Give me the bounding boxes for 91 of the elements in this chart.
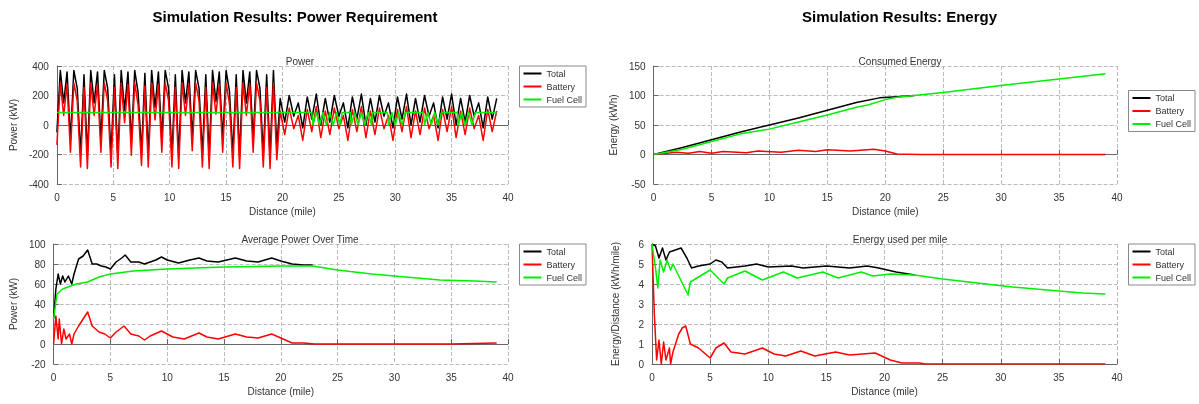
- x-tick-label: 30: [388, 371, 401, 383]
- x-tick-label: 25: [937, 191, 950, 203]
- legend-label: Battery: [546, 259, 576, 270]
- x-tick-label: 10: [763, 191, 776, 203]
- x-tick-label: 25: [937, 371, 949, 383]
- x-tick-label: 5: [110, 191, 117, 203]
- y-tick-label: 0: [638, 358, 645, 370]
- legend-label: Fuel Cell: [546, 94, 582, 105]
- y-axis-title: Power (kW): [7, 98, 19, 152]
- x-tick-label: 15: [220, 191, 233, 203]
- x-tick-label: 20: [878, 371, 891, 383]
- x-tick-label: 0: [650, 191, 657, 203]
- legend-label: Fuel Cell: [1155, 119, 1191, 129]
- y-tick-label: -200: [28, 149, 50, 160]
- line-series: [651, 243, 1107, 365]
- x-tick-label: 40: [502, 371, 514, 383]
- x-tick-label: 15: [821, 191, 834, 203]
- x-tick-label: 5: [708, 191, 715, 203]
- y-tick-label: -400: [28, 178, 50, 190]
- x-tick-label: 5: [707, 371, 714, 383]
- x-tick-label: 40: [1111, 191, 1123, 203]
- y-tick-label: 3: [638, 298, 645, 310]
- x-tick-label: 15: [820, 371, 833, 383]
- y-tick-label: 20: [34, 318, 47, 330]
- legend-label: Total: [546, 246, 566, 257]
- x-axis-title: Distance (mile): [247, 386, 315, 398]
- y-tick-label: 40: [34, 298, 47, 310]
- line-series: [56, 82, 498, 170]
- x-tick-label: 15: [218, 371, 230, 383]
- y-tick-label: 80: [34, 258, 47, 270]
- legend-label: Battery: [1155, 106, 1185, 116]
- chart-title: Simulation Results: Energy: [801, 8, 998, 25]
- y-tick-label: 5: [638, 258, 645, 270]
- chart-title: Average Power Over Time: [241, 233, 359, 245]
- legend-label: Fuel Cell: [546, 272, 582, 283]
- y-tick-label: -20: [31, 358, 47, 370]
- y-axis-title: Power (kW): [7, 277, 19, 331]
- chart-subtitle: Consumed Energy: [858, 55, 942, 67]
- x-tick-label: 0: [649, 371, 656, 383]
- line-series: [651, 243, 1107, 296]
- line-series: [52, 265, 498, 320]
- x-tick-label: 10: [762, 371, 775, 383]
- x-tick-label: 5: [107, 371, 114, 383]
- y-tick-label: -50: [631, 178, 647, 190]
- y-tick-label: 0: [43, 119, 50, 131]
- legend-label: Battery: [546, 81, 576, 92]
- x-axis-title: Distance (mile): [851, 386, 918, 398]
- legend-label: Total: [1155, 246, 1175, 257]
- x-tick-label: 30: [995, 371, 1007, 383]
- x-axis-title: Distance (mile): [851, 206, 919, 218]
- y-tick-label: 6: [638, 238, 645, 250]
- legend-label: Total: [546, 68, 566, 79]
- x-tick-label: 35: [1053, 371, 1065, 383]
- y-tick-label: 100: [28, 238, 47, 250]
- x-tick-label: 20: [276, 191, 289, 203]
- y-tick-label: 50: [634, 119, 647, 131]
- y-tick-label: 0: [640, 149, 647, 160]
- line-series: [52, 311, 498, 345]
- y-axis-title: Energy/Distance (kWh/mile): [609, 242, 621, 366]
- x-tick-label: 35: [445, 371, 458, 383]
- x-tick-label: 20: [275, 371, 287, 383]
- y-tick-label: 60: [34, 278, 47, 290]
- y-tick-label: 2: [638, 318, 645, 330]
- line-series: [652, 72, 1107, 156]
- x-tick-label: 30: [995, 191, 1008, 203]
- x-tick-label: 25: [332, 371, 344, 383]
- y-tick-label: 100: [628, 90, 647, 101]
- x-axis-title: Distance (mile): [249, 206, 316, 218]
- x-tick-label: 25: [333, 191, 345, 203]
- y-tick-label: 4: [638, 278, 645, 290]
- legend-label: Battery: [1155, 259, 1185, 270]
- x-tick-label: 0: [54, 191, 61, 203]
- legend-label: Fuel Cell: [1155, 272, 1191, 283]
- y-tick-label: 200: [32, 90, 50, 101]
- chart-title: Energy used per mile: [852, 233, 948, 245]
- x-tick-label: 35: [446, 191, 458, 203]
- y-tick-label: 1: [638, 338, 645, 350]
- x-tick-label: 35: [1053, 191, 1066, 203]
- x-tick-label: 10: [161, 371, 174, 383]
- x-tick-label: 40: [1111, 371, 1123, 383]
- x-tick-label: 30: [389, 191, 402, 203]
- x-tick-label: 20: [879, 191, 892, 203]
- y-tick-label: 150: [628, 60, 647, 72]
- y-axis-title: Energy (kWh): [607, 94, 619, 156]
- chart-title: Simulation Results: Power Requirement: [152, 8, 438, 25]
- x-tick-label: 40: [502, 191, 514, 203]
- legend-label: Total: [1155, 93, 1175, 103]
- y-tick-label: 400: [32, 60, 50, 72]
- x-tick-label: 10: [164, 191, 176, 203]
- chart-subtitle: Power: [285, 55, 315, 67]
- y-tick-label: 0: [40, 338, 47, 350]
